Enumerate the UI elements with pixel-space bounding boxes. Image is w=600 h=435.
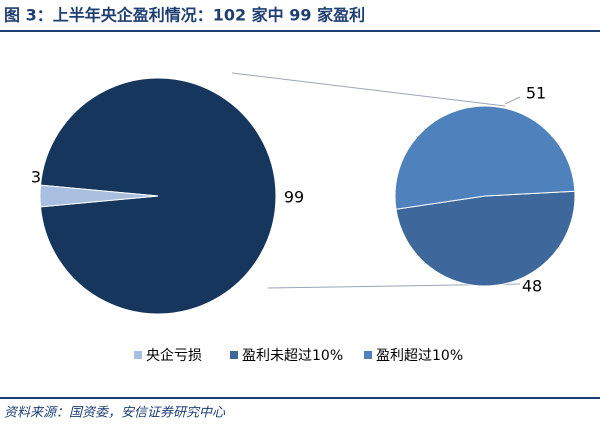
chart-title: 图 3：上半年央企盈利情况：102 家中 99 家盈利 (4, 6, 365, 25)
legend-marker (134, 351, 142, 359)
pie-slice (395, 190, 576, 287)
data-label: 51 (526, 84, 546, 103)
data-label: 99 (284, 188, 304, 207)
data-label: 48 (522, 277, 542, 296)
pie-slice (39, 77, 277, 315)
pie-slice (39, 184, 159, 208)
leader-line (504, 96, 521, 105)
legend-label: 盈利未超过10% (242, 348, 343, 364)
legend-marker (230, 351, 238, 359)
legend-label: 盈利超过10% (376, 348, 463, 364)
data-label: 3 (31, 168, 41, 187)
pie-slice (394, 105, 576, 210)
legend-marker (364, 351, 372, 359)
legend-label: 央企亏损 (146, 347, 202, 364)
connector (231, 72, 506, 107)
source: 资料来源：国资委，安信证券研究中心 (4, 405, 226, 421)
